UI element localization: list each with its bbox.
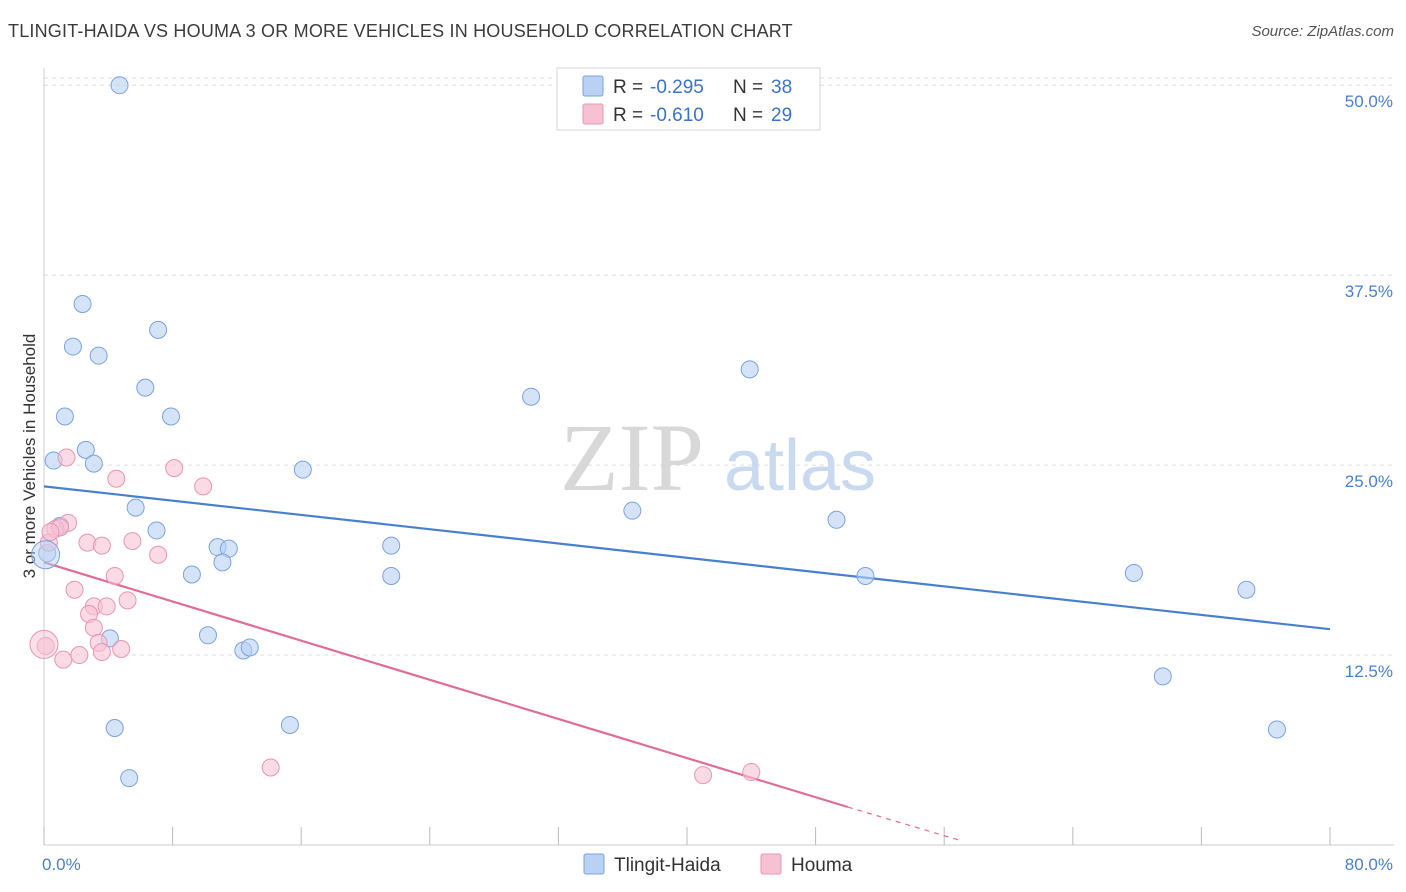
- tlingit-haida-point: [120, 769, 139, 788]
- houma-point: [92, 643, 111, 662]
- x-tick-labels: 0.0% 80.0%: [42, 855, 1393, 874]
- tlingit-haida-point: [76, 440, 95, 459]
- tlingit-haida-point: [1237, 580, 1256, 599]
- tlingit-haida-point: [213, 553, 232, 572]
- grid-lines: [44, 77, 1394, 656]
- houma-point: [78, 533, 97, 552]
- houma-point: [97, 597, 116, 616]
- trend-lines: [43, 485, 1331, 842]
- tlingit-haida-point: [149, 320, 168, 339]
- data-points: [29, 76, 1286, 788]
- bottom-legend-houma: Houma: [791, 855, 853, 876]
- tlingit-haida-point: [55, 407, 74, 426]
- y-tick-label: 37.5%: [1345, 282, 1393, 301]
- legend-swatch-tlingit-haida: [582, 75, 604, 97]
- tlingit-haida-point: [1267, 720, 1286, 739]
- houma-point: [194, 477, 213, 496]
- bottom-legend-swatch-tlingit-haida: [583, 853, 605, 875]
- x-tick-label-max: 80.0%: [1345, 855, 1393, 874]
- houma-point: [742, 763, 761, 782]
- bottom-legend: Tlingit-Haida Houma: [583, 853, 853, 876]
- tlingit-haida-point: [182, 565, 201, 584]
- watermark-zip: ZIP: [560, 404, 704, 511]
- houma-point: [92, 536, 111, 555]
- tlingit-haida-point: [856, 567, 875, 586]
- source-label: Source: ZipAtlas.com: [1251, 23, 1394, 40]
- houma-point: [105, 567, 124, 586]
- chart-title: TLINGIT-HAIDA VS HOUMA 3 OR MORE VEHICLE…: [8, 21, 793, 41]
- legend-r-value-2: -0.610: [650, 105, 704, 126]
- tlingit-haida-point: [1153, 667, 1172, 686]
- legend-n-label-1: N =: [733, 77, 763, 98]
- tlingit-haida-point: [522, 387, 541, 406]
- tlingit-haida-point: [740, 360, 759, 379]
- y-tick-label: 12.5%: [1345, 662, 1393, 681]
- legend-n-value-2: 29: [771, 105, 792, 126]
- houma-point: [70, 646, 89, 665]
- tlingit-haida-point: [126, 498, 145, 517]
- tlingit-haida-point: [84, 454, 103, 473]
- houma-point: [107, 469, 126, 488]
- legend-r-label-1: R =: [613, 77, 643, 98]
- legend-n-label-2: N =: [733, 105, 763, 126]
- tlingit-haida-point: [147, 521, 166, 540]
- houma-point: [261, 758, 280, 777]
- y-tick-label: 25.0%: [1345, 472, 1393, 491]
- tlingit-haida-point: [293, 460, 312, 479]
- tlingit-haida-point: [89, 346, 108, 365]
- bottom-legend-tlingit-haida: Tlingit-Haida: [614, 855, 721, 876]
- houma-point: [54, 650, 73, 669]
- tlingit-haida-point: [198, 626, 217, 645]
- tlingit-haida-point: [136, 378, 155, 397]
- bottom-legend-swatch-houma: [760, 853, 782, 875]
- watermark-atlas: atlas: [724, 426, 876, 506]
- tlingit-haida-trend-line: [43, 485, 1331, 631]
- tlingit-haida-point: [382, 567, 401, 586]
- houma-point: [84, 618, 103, 637]
- houma-trend-extension: [847, 806, 961, 842]
- legend-n-value-1: 38: [771, 77, 792, 98]
- axes: [43, 68, 1394, 846]
- houma-point: [165, 459, 184, 478]
- houma-trend-line: [43, 561, 849, 809]
- tlingit-haida-point: [31, 540, 61, 570]
- legend-r-value-1: -0.295: [650, 77, 704, 98]
- houma-point: [123, 532, 142, 551]
- houma-point: [57, 448, 76, 467]
- houma-point: [694, 766, 713, 785]
- houma-point: [149, 545, 168, 564]
- tlingit-haida-point: [63, 337, 82, 356]
- legend-r-label-2: R =: [613, 105, 643, 126]
- tlingit-haida-point: [73, 295, 92, 314]
- houma-point: [118, 591, 137, 610]
- houma-point: [41, 522, 60, 541]
- tlingit-haida-point: [240, 638, 259, 657]
- tlingit-haida-point: [382, 536, 401, 555]
- y-tick-labels: 12.5% 25.0% 37.5% 50.0%: [1345, 92, 1393, 681]
- legend-swatch-houma: [582, 103, 604, 125]
- watermark: ZIP atlas: [560, 404, 876, 511]
- tlingit-haida-point: [161, 407, 180, 426]
- houma-point: [112, 639, 131, 658]
- tlingit-haida-point: [1124, 563, 1143, 582]
- legend: R = -0.295 N = 38 R = -0.610 N = 29: [556, 67, 821, 131]
- tlingit-haida-point: [280, 715, 299, 734]
- x-tick-label-min: 0.0%: [42, 855, 81, 874]
- houma-point: [65, 580, 84, 599]
- tlingit-haida-point: [110, 76, 129, 95]
- y-tick-label: 50.0%: [1345, 92, 1393, 111]
- tlingit-haida-point: [623, 501, 642, 520]
- tlingit-haida-point: [105, 718, 124, 737]
- tlingit-haida-point: [827, 510, 846, 529]
- houma-point: [29, 629, 59, 659]
